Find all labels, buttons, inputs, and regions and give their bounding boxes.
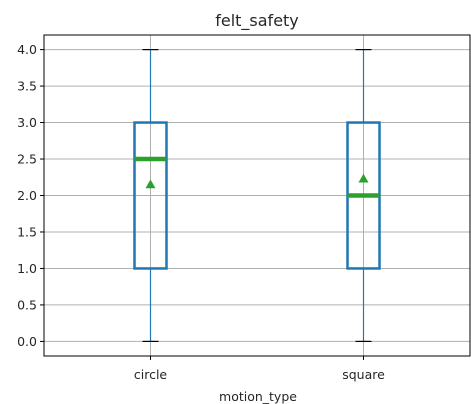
y-tick-label: 1.5 xyxy=(17,224,37,239)
axes-ticks: 0.0 0.5 1.0 1.5 2.0 2.5 3.0 3.5 4.0 circle square xyxy=(17,42,385,382)
x-tick-label: circle xyxy=(134,367,168,382)
x-axis-label: motion_type xyxy=(219,389,297,404)
mean-marker xyxy=(358,173,369,183)
chart-title: felt_safety xyxy=(215,11,299,31)
y-tick-label: 2.0 xyxy=(17,188,37,203)
plot-area xyxy=(133,48,381,343)
y-tick-label: 3.5 xyxy=(17,79,37,94)
y-tick-label: 0.0 xyxy=(17,334,37,349)
x-tick-label: square xyxy=(342,367,385,382)
y-tick-label: 1.0 xyxy=(17,261,37,276)
grid-lines xyxy=(44,35,470,356)
y-tick-label: 4.0 xyxy=(17,42,37,57)
y-tick-label: 3.0 xyxy=(17,115,37,130)
y-tick-label: 2.5 xyxy=(17,152,37,167)
y-tick-label: 0.5 xyxy=(17,297,37,312)
mean-marker xyxy=(145,179,156,189)
box-circle xyxy=(133,121,168,270)
